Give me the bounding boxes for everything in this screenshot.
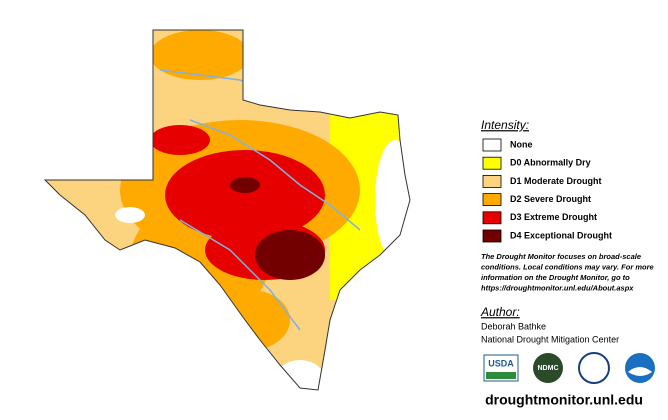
legend-label: None [510,139,533,149]
legend-label: D1 Moderate Drought [510,176,602,186]
legend-label: D0 Abnormally Dry [510,158,591,168]
legend-swatch [482,156,502,170]
note-line: information on the Drought Monitor, go t… [481,273,630,282]
note: The Drought Monitor focuses on broad-sca… [481,252,654,293]
author-names: Deborah Bathke National Drought Mitigatio… [481,321,619,344]
legend-swatch [482,211,502,225]
legend-label: D4 Exceptional Drought [510,230,612,240]
legend: None D0 Abnormally Dry D1 Moderate Drought… [482,138,612,243]
legend-swatch [482,174,502,188]
legend-label: D3 Extreme Drought [510,212,597,222]
url: droughtmonitor.unl.edu [485,392,643,408]
author-name: National Drought Mitigation Center [481,334,619,344]
texas-map [45,30,410,390]
note-line: https://droughtmonitor.unl.edu/About.asp… [481,283,634,292]
logo-label: NDMC [538,365,559,372]
author-heading: Author: [480,305,520,319]
legend-swatch [482,138,502,152]
logo-label: USDA [488,358,514,368]
note-line: The Drought Monitor focuses on broad-sca… [481,252,641,261]
author-name: Deborah Bathke [481,321,546,331]
legend-title: Intensity: [481,118,529,132]
legend-label: D2 Severe Drought [510,194,591,204]
logos [483,352,655,384]
note-line: conditions. Local conditions may vary. F… [481,262,654,271]
legend-swatch [482,193,502,207]
legend-swatch [482,229,502,243]
